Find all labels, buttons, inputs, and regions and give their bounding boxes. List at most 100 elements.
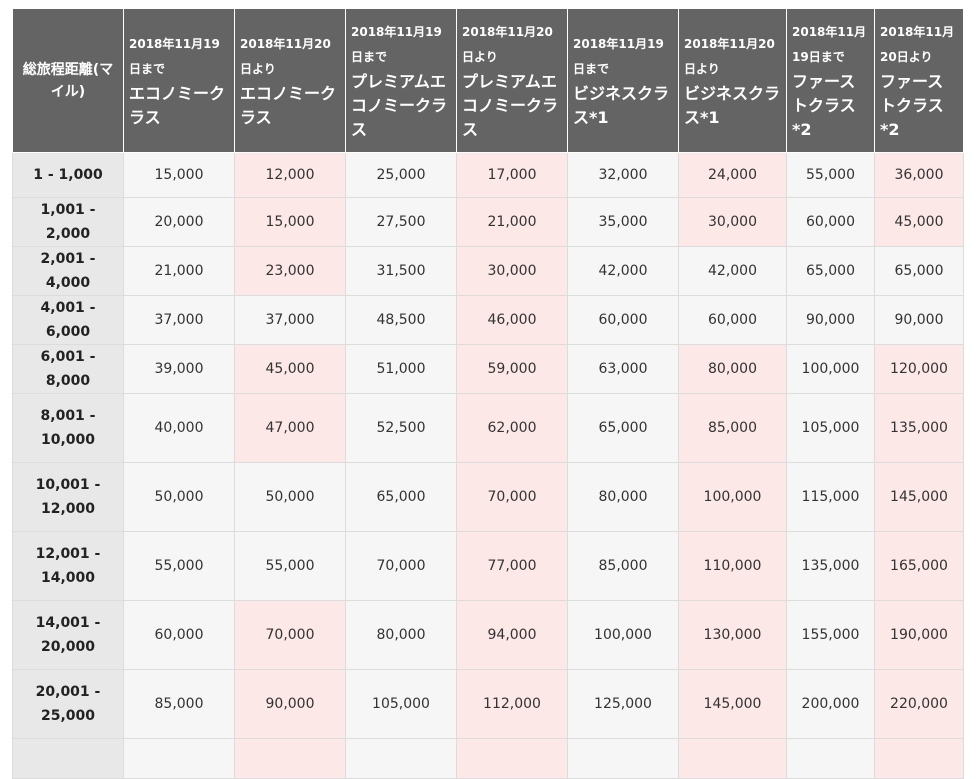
miles-cell: 30,000 — [678, 197, 787, 247]
miles-cell: 60,000 — [123, 600, 235, 670]
table-row: 1,001 - 2,000 20,000 15,000 27,500 21,000 35,… — [12, 197, 964, 247]
miles-cell: 125,000 — [567, 669, 679, 739]
miles-cell: 12,000 — [234, 152, 346, 198]
column-class: プレミアムエコノミークラス — [351, 71, 448, 139]
miles-cell: 48,500 — [345, 295, 457, 345]
miles-cell: 115,000 — [786, 462, 875, 532]
column-header: 2018年11月20日よりビジネスクラス*1 — [678, 8, 787, 153]
column-header: 2018年11月20日よりプレミアムエコノミークラス — [456, 8, 568, 153]
miles-cell: 65,000 — [874, 246, 964, 296]
miles-cell: 50,000 — [123, 462, 235, 532]
miles-cell: 100,000 — [786, 344, 875, 394]
miles-cell — [874, 738, 964, 779]
miles-cell: 85,000 — [123, 669, 235, 739]
miles-cell: 50,000 — [234, 462, 346, 532]
miles-cell: 55,000 — [786, 152, 875, 198]
miles-cell: 85,000 — [567, 531, 679, 601]
miles-cell: 59,000 — [456, 344, 568, 394]
miles-cell: 65,000 — [786, 246, 875, 296]
miles-cell: 60,000 — [678, 295, 787, 345]
distance-cell: 8,001 - 10,000 — [12, 393, 124, 463]
table-row: 2,001 - 4,000 21,000 23,000 31,500 30,000 42,… — [12, 246, 964, 296]
distance-cell: 4,001 - 6,000 — [12, 295, 124, 345]
column-date: 2018年11月20日より — [240, 36, 331, 76]
miles-cell: 21,000 — [123, 246, 235, 296]
miles-cell: 20,000 — [123, 197, 235, 247]
miles-cell: 23,000 — [234, 246, 346, 296]
miles-cell: 42,000 — [678, 246, 787, 296]
miles-cell: 112,000 — [456, 669, 568, 739]
miles-cell: 165,000 — [874, 531, 964, 601]
miles-cell — [345, 738, 457, 779]
miles-cell: 90,000 — [874, 295, 964, 345]
miles-cell: 145,000 — [874, 462, 964, 532]
table-body: 1 - 1,000 15,000 12,000 25,000 17,000 32,000 2… — [12, 152, 964, 779]
table-row: 8,001 - 10,000 40,000 47,000 52,500 62,000 65… — [12, 393, 964, 463]
award-miles-table: 総旅程距離(マイル) 2018年11月19日まで エコノミークラス 2018年11… — [12, 8, 964, 779]
miles-cell: 80,000 — [567, 462, 679, 532]
column-header: 2018年11月19日までエコノミークラス — [123, 8, 235, 153]
miles-cell: 60,000 — [786, 197, 875, 247]
miles-cell: 51,000 — [345, 344, 457, 394]
miles-cell: 90,000 — [786, 295, 875, 345]
miles-cell: 40,000 — [123, 393, 235, 463]
miles-cell: 17,000 — [456, 152, 568, 198]
miles-cell: 55,000 — [123, 531, 235, 601]
table-row: 10,001 - 12,000 50,000 50,000 65,000 70,000 8… — [12, 462, 964, 532]
miles-cell: 77,000 — [456, 531, 568, 601]
miles-cell: 190,000 — [874, 600, 964, 670]
column-class: ビジネスクラス*1 — [684, 83, 781, 127]
miles-cell: 110,000 — [678, 531, 787, 601]
miles-cell: 145,000 — [678, 669, 787, 739]
distance-cell: 20,001 - 25,000 — [12, 669, 124, 739]
miles-cell — [456, 738, 568, 779]
column-header: 2018年11月19日まで プレミアムエコノミークラス — [345, 8, 457, 153]
miles-cell: 42,000 — [567, 246, 679, 296]
miles-cell: 100,000 — [678, 462, 787, 532]
table-row: 4,001 - 6,000 37,000 37,000 48,500 46,000 60,… — [12, 295, 964, 345]
miles-cell: 47,000 — [234, 393, 346, 463]
distance-header: 総旅程距離(マイル) — [12, 8, 124, 153]
miles-cell: 45,000 — [234, 344, 346, 394]
distance-cell: 14,001 - 20,000 — [12, 600, 124, 670]
miles-cell: 21,000 — [456, 197, 568, 247]
column-class: ビジネスクラス*1 — [573, 83, 670, 127]
miles-cell: 52,500 — [345, 393, 457, 463]
column-date: 2018年11月19日まで — [573, 36, 664, 76]
table-row: 6,001 - 8,000 39,000 45,000 51,000 59,000 63,… — [12, 344, 964, 394]
miles-cell: 220,000 — [874, 669, 964, 739]
distance-cell — [12, 738, 124, 779]
header-row: 総旅程距離(マイル) 2018年11月19日まで エコノミークラス 2018年11… — [12, 8, 964, 153]
column-class: プレミアムエコノミークラス — [462, 71, 559, 139]
distance-cell: 1,001 - 2,000 — [12, 197, 124, 247]
miles-cell: 37,000 — [234, 295, 346, 345]
miles-cell: 120,000 — [874, 344, 964, 394]
miles-cell: 46,000 — [456, 295, 568, 345]
miles-cell: 15,000 — [234, 197, 346, 247]
miles-cell: 80,000 — [345, 600, 457, 670]
miles-cell: 70,000 — [345, 531, 457, 601]
miles-cell: 80,000 — [678, 344, 787, 394]
distance-cell: 10,001 - 12,000 — [12, 462, 124, 532]
miles-cell: 105,000 — [345, 669, 457, 739]
column-date: 2018年11月20日より — [462, 24, 553, 64]
table-row: 12,001 - 14,000 55,000 55,000 70,000 77,000 8… — [12, 531, 964, 601]
miles-cell — [678, 738, 787, 779]
column-date: 2018年11月20日より — [880, 24, 955, 64]
column-date: 2018年11月19日まで — [129, 36, 220, 76]
miles-cell: 31,500 — [345, 246, 457, 296]
column-class: エコノミークラス — [129, 83, 226, 127]
miles-cell: 65,000 — [567, 393, 679, 463]
miles-cell: 60,000 — [567, 295, 679, 345]
miles-cell: 94,000 — [456, 600, 568, 670]
column-date: 2018年11月20日より — [684, 36, 775, 76]
miles-cell: 32,000 — [567, 152, 679, 198]
miles-cell — [234, 738, 346, 779]
miles-cell: 35,000 — [567, 197, 679, 247]
miles-cell: 30,000 — [456, 246, 568, 296]
column-class: ファーストクラス*2 — [880, 71, 944, 139]
column-header: 2018年11月20日よりファーストクラス*2 — [874, 8, 964, 153]
miles-cell: 90,000 — [234, 669, 346, 739]
column-class: ファーストクラス*2 — [792, 71, 856, 139]
column-class: エコノミークラス — [240, 83, 337, 127]
